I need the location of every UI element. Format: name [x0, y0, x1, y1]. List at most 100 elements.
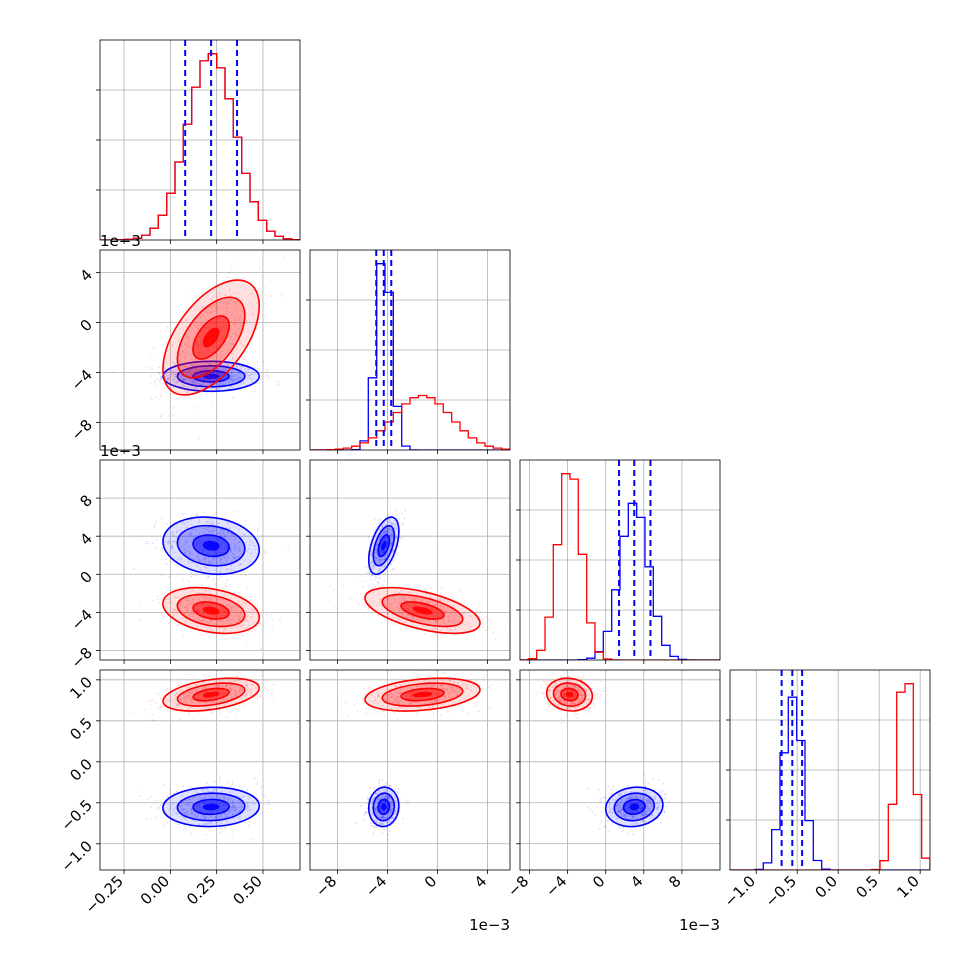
scatter-point — [191, 365, 194, 367]
scatter-point — [231, 791, 234, 793]
scatter-point — [229, 685, 232, 688]
scatter-point — [219, 560, 221, 562]
scatter-point — [380, 561, 382, 563]
scatter-point — [219, 571, 222, 574]
scatter-point — [358, 604, 360, 606]
scatter-point — [199, 383, 202, 386]
scatter-point — [217, 821, 220, 823]
scatter-point — [166, 522, 169, 525]
scatter-point — [243, 387, 245, 389]
scatter-point — [129, 711, 132, 714]
scatter-point — [181, 378, 184, 381]
scatter-point — [150, 367, 153, 370]
scatter-point — [373, 565, 375, 568]
scatter-point — [238, 540, 241, 543]
y-tick-label: −0.5 — [58, 796, 96, 834]
scatter-point — [436, 602, 439, 605]
scatter-point — [406, 613, 409, 616]
scatter-point — [217, 532, 220, 535]
scatter-point — [437, 621, 440, 623]
scatter-point — [245, 373, 248, 376]
scatter-point — [197, 799, 199, 801]
scatter-point — [375, 548, 377, 551]
scatter-point — [211, 299, 214, 301]
scatter-point — [394, 598, 396, 601]
scatter-point — [206, 521, 208, 523]
scatter-point — [163, 387, 166, 390]
scatter-point — [224, 638, 227, 641]
scatter-point — [195, 387, 198, 390]
scatter-point — [378, 601, 381, 604]
scatter-point — [238, 317, 241, 320]
scatter-point — [370, 686, 372, 689]
scatter-point — [173, 373, 175, 376]
scatter-point — [444, 611, 447, 614]
scatter-point — [378, 779, 381, 782]
scatter-point — [160, 414, 162, 417]
scatter-point — [377, 562, 380, 565]
y-tick-label: 0.5 — [66, 714, 96, 744]
scatter-point — [185, 319, 188, 322]
scatter-point — [186, 373, 189, 376]
scatter-point — [158, 371, 161, 374]
scatter-point — [385, 531, 388, 534]
scatter-point — [151, 713, 154, 716]
scatter-point — [217, 685, 220, 688]
scatter-point — [182, 379, 185, 382]
scatter-point — [479, 610, 481, 613]
scatter-point — [214, 362, 217, 364]
scatter-point — [250, 542, 253, 544]
scatter-point — [194, 368, 196, 371]
scatter-point — [173, 701, 176, 704]
scatter-point — [170, 545, 173, 548]
scatter-point — [419, 620, 422, 623]
scatter-point — [367, 536, 370, 539]
scatter-point — [204, 815, 207, 818]
scatter-point — [199, 795, 201, 797]
x-tick-label: 0 — [421, 872, 440, 891]
scatter-point — [201, 584, 204, 586]
scatter-point — [219, 352, 221, 355]
scatter-point — [179, 375, 182, 378]
scatter-point — [171, 803, 174, 806]
scatter-point — [148, 366, 151, 369]
scatter-point — [387, 833, 390, 836]
scatter-point — [190, 518, 193, 521]
scatter-point — [172, 378, 175, 381]
scatter-point — [240, 367, 243, 370]
scatter-point — [222, 367, 225, 370]
scatter-point — [183, 811, 186, 814]
scatter-point — [223, 531, 226, 534]
scatter-point — [202, 558, 205, 561]
scatter-point — [239, 325, 242, 327]
scatter-point — [430, 587, 432, 589]
scatter-point — [216, 795, 218, 798]
scatter-point — [165, 563, 168, 565]
scatter-point — [214, 295, 217, 298]
scatter-point — [237, 606, 239, 608]
scatter-point — [395, 607, 398, 609]
scatter-point — [471, 618, 474, 621]
scatter-point — [446, 627, 449, 630]
scatter-point — [247, 807, 249, 809]
scatter-point — [249, 308, 252, 310]
scatter-point — [178, 804, 181, 807]
scatter-point — [407, 801, 410, 803]
scatter-point — [383, 531, 386, 534]
scatter-point — [182, 350, 185, 353]
scatter-point — [172, 810, 175, 813]
scatter-point — [405, 599, 408, 602]
scatter-point — [399, 607, 401, 610]
scatter-point — [277, 380, 279, 383]
panel-content — [520, 670, 720, 870]
scatter-point — [195, 689, 198, 692]
scatter-point — [231, 836, 234, 838]
scatter-point — [227, 276, 230, 279]
scatter-point — [202, 381, 205, 384]
scatter-point — [199, 323, 202, 326]
scatter-point — [214, 788, 217, 790]
scatter-point — [253, 627, 255, 630]
scatter-point — [377, 585, 380, 588]
scatter-point — [405, 801, 408, 803]
scatter-point — [404, 509, 407, 512]
